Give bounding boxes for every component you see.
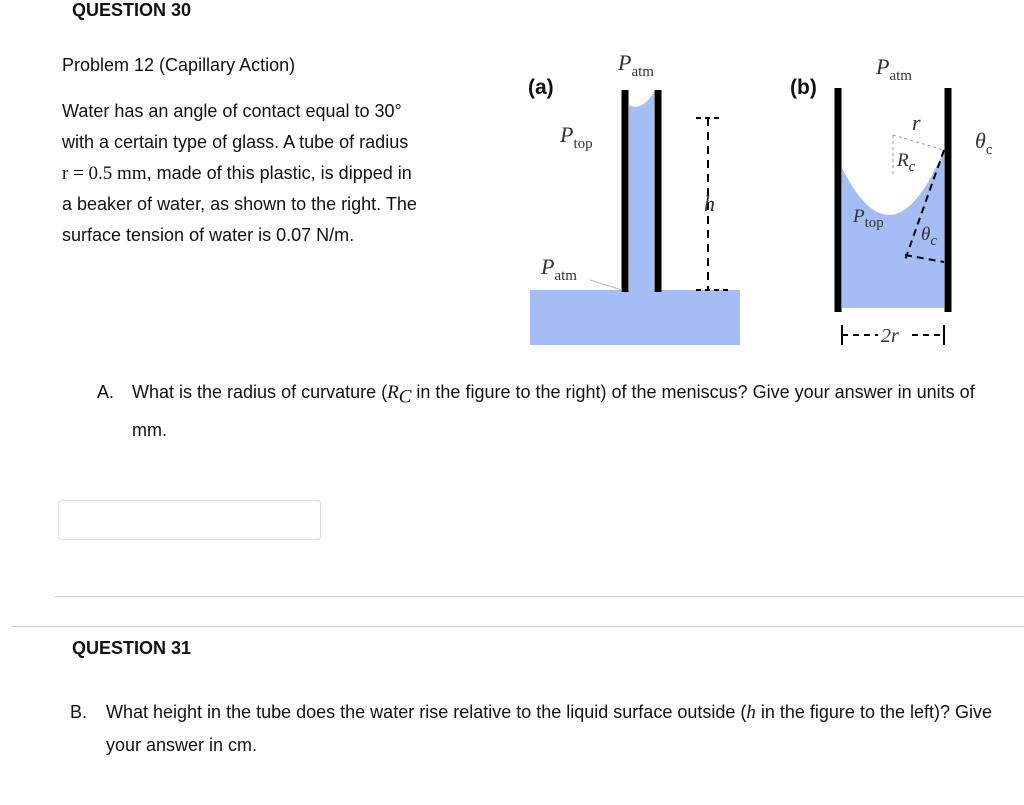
subscript: c xyxy=(930,233,937,249)
angle-label: θc xyxy=(975,128,993,158)
part-letter: B. xyxy=(70,702,88,722)
tube-water xyxy=(629,92,654,290)
pressure-label: Patm xyxy=(540,254,577,284)
subscript: c xyxy=(909,159,916,175)
height-label: h xyxy=(704,191,715,216)
symbol: θ xyxy=(921,224,930,245)
radius-label: r xyxy=(912,110,921,135)
subscript: c xyxy=(986,142,993,158)
tangent-line xyxy=(904,254,945,263)
tube-water xyxy=(842,150,944,308)
pressure-label: Ptop xyxy=(559,122,593,152)
question-heading: QUESTION 31 xyxy=(72,638,192,658)
panel-label: (a) xyxy=(528,76,554,99)
body-line: r = 0.5 mm, made of this plastic, is dip… xyxy=(62,163,412,185)
part-question: What height in the tube does the water r… xyxy=(106,696,1006,761)
part-letter: A. xyxy=(97,382,115,402)
divider xyxy=(12,626,1024,627)
panel-label: (b) xyxy=(790,76,817,99)
body-line: a beaker of water, as shown to the right… xyxy=(62,194,417,214)
symbol: P xyxy=(617,50,631,75)
subscript: atm xyxy=(554,268,577,284)
symbol: P xyxy=(875,54,889,79)
body-text: , made of this plastic, is dipped in xyxy=(146,163,412,183)
question-heading: QUESTION 30 xyxy=(72,0,192,20)
question-text: What is the radius of curvature ( xyxy=(132,382,388,402)
leader xyxy=(589,279,623,291)
part-question: What is the radius of curvature (RC in t… xyxy=(132,376,992,446)
symbol: P xyxy=(852,206,865,227)
math-symbol: R xyxy=(387,382,399,403)
pressure-label: Ptop xyxy=(852,206,884,231)
pressure-label: Patm xyxy=(875,54,912,84)
subscript: atm xyxy=(889,68,912,84)
math-symbol: h xyxy=(746,702,756,723)
capillary-figure: (a) Patm Ptop h Patm (b) Patm r θc Rc Pt… xyxy=(528,50,993,347)
subscript: top xyxy=(865,215,884,231)
radius-line xyxy=(892,134,945,151)
width-label: 2r xyxy=(881,325,899,347)
body-line: surface tension of water is 0.07 N/m. xyxy=(62,225,355,245)
beaker-water xyxy=(530,290,740,345)
subscript: top xyxy=(573,136,592,152)
question-text: What height in the tube does the water r… xyxy=(106,702,747,722)
answer-input[interactable] xyxy=(58,500,321,540)
problem-title: Problem 12 (Capillary Action) xyxy=(62,55,296,75)
symbol: R xyxy=(896,150,909,171)
angle-label: θc xyxy=(921,224,937,249)
pressure-label: Patm xyxy=(617,50,654,80)
curvature-label: Rc xyxy=(896,150,916,175)
question-text: in the figure to the right) of the menis… xyxy=(132,382,975,440)
symbol: P xyxy=(559,122,573,147)
tangent-line xyxy=(904,149,945,261)
subscript: atm xyxy=(631,64,654,80)
divider xyxy=(55,596,1024,597)
body-line: with a certain type of glass. A tube of … xyxy=(62,132,409,152)
symbol: P xyxy=(540,254,554,279)
radius-expression: r = 0.5 mm xyxy=(62,163,147,184)
body-line: Water has an angle of contact equal to 3… xyxy=(62,101,402,121)
question-text: in the figure to the left)? Give your an… xyxy=(106,702,993,755)
symbol: θ xyxy=(975,128,986,153)
math-subscript: C xyxy=(398,386,412,408)
